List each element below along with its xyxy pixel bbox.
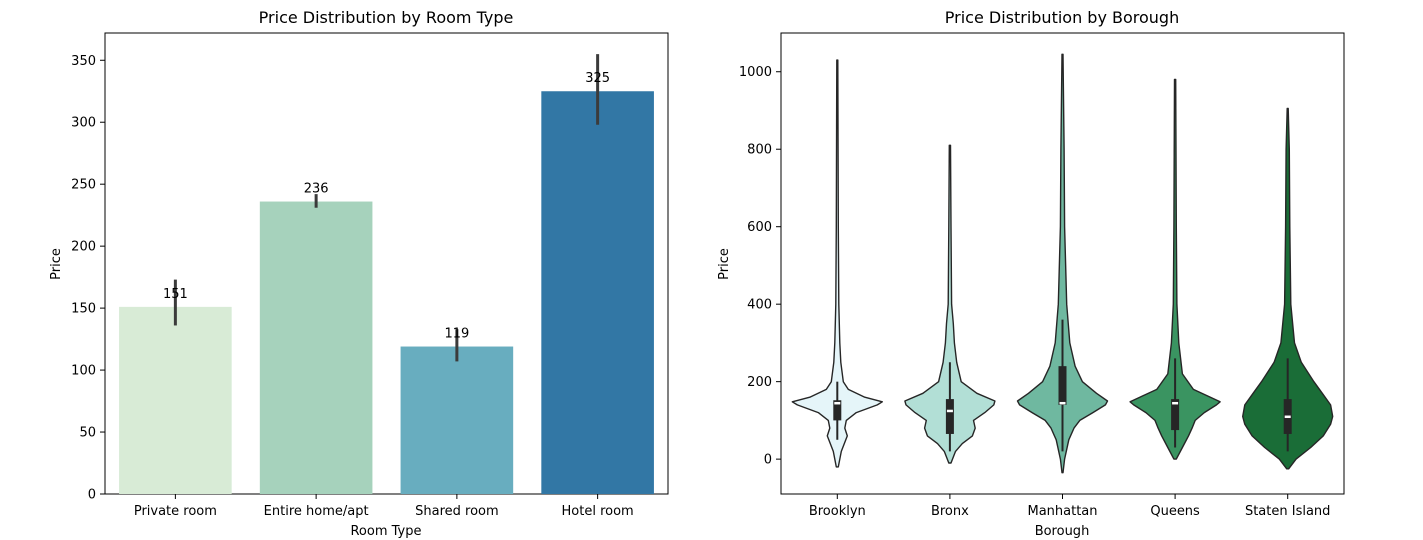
- violin-iqr-box: [945, 399, 954, 434]
- violin-median-marker: [1059, 401, 1066, 405]
- y-tick-label: 0: [88, 488, 96, 503]
- violin-body: [1016, 53, 1109, 474]
- bar: [541, 91, 654, 494]
- bar-value-label: 151: [163, 287, 188, 302]
- x-tick-label: Private room: [134, 504, 217, 519]
- y-tick-label: 300: [71, 116, 96, 131]
- y-tick-label: 600: [747, 220, 772, 235]
- y-tick-label: 150: [71, 302, 96, 317]
- violin-body: [1129, 78, 1221, 460]
- violin-median-marker: [946, 409, 953, 413]
- violin-chart-title: Price Distribution by Borough: [945, 8, 1179, 27]
- bar-chart-y-axis: 0 50 100 150 200 250 300 350: [71, 54, 105, 503]
- violin-chart-y-label: Price: [717, 248, 732, 280]
- y-tick-label: 800: [747, 143, 772, 158]
- bar-value-label: 236: [304, 182, 329, 197]
- y-tick-label: 200: [71, 240, 96, 255]
- violin-body: [791, 59, 883, 468]
- bar-series: 151 236 119 325: [119, 54, 654, 494]
- y-tick-label: 350: [71, 54, 96, 69]
- violin-body: [1242, 107, 1334, 470]
- y-tick-label: 1000: [739, 65, 772, 80]
- violin-series: [791, 53, 1334, 474]
- violin-iqr-box: [1058, 366, 1067, 405]
- violin-body: [904, 144, 996, 464]
- violin-median-marker: [1172, 401, 1179, 405]
- y-tick-label: 250: [71, 178, 96, 193]
- y-tick-label: 100: [71, 364, 96, 379]
- x-tick-label: Hotel room: [562, 504, 634, 519]
- violin-iqr-box: [833, 400, 842, 421]
- bar-value-label: 325: [585, 71, 610, 86]
- bar: [400, 346, 514, 494]
- x-tick-label: Queens: [1150, 504, 1200, 519]
- y-tick-label: 50: [79, 426, 96, 441]
- x-tick-label: Manhattan: [1027, 504, 1097, 519]
- y-tick-label: 200: [747, 375, 772, 390]
- violin-chart-x-label: Borough: [1035, 524, 1090, 539]
- bar: [259, 201, 373, 494]
- y-tick-label: 0: [764, 453, 772, 468]
- x-tick-label: Entire home/apt: [264, 504, 369, 519]
- bar-chart-room-type: Price Distribution by Room Type 151 236 11…: [49, 8, 669, 539]
- x-tick-label: Staten Island: [1245, 504, 1330, 519]
- bar-chart-y-label: Price: [49, 248, 64, 280]
- bar-value-label: 119: [444, 327, 469, 342]
- x-tick-label: Shared room: [415, 504, 499, 519]
- violin-chart-y-axis: 0 200 400 600 800 1000: [739, 65, 781, 468]
- violin-median-marker: [834, 401, 841, 405]
- x-tick-label: Bronx: [931, 504, 969, 519]
- violin-median-marker: [1284, 415, 1291, 419]
- bar-chart-title: Price Distribution by Room Type: [259, 8, 514, 27]
- bar-chart-x-axis: Private room Entire home/apt Shared room Ho…: [134, 494, 634, 519]
- bar-chart-frame: [104, 32, 669, 495]
- x-tick-label: Brooklyn: [809, 504, 866, 519]
- violin-iqr-box: [1171, 399, 1180, 431]
- bar-chart-x-label: Room Type: [350, 524, 421, 539]
- violin-chart-x-axis: Brooklyn Bronx Manhattan Queens Staten Islan…: [809, 494, 1330, 519]
- bar: [119, 306, 232, 494]
- y-tick-label: 400: [747, 298, 772, 313]
- violin-chart-borough: Price Distribution by Borough 0 200 400 600…: [717, 8, 1345, 539]
